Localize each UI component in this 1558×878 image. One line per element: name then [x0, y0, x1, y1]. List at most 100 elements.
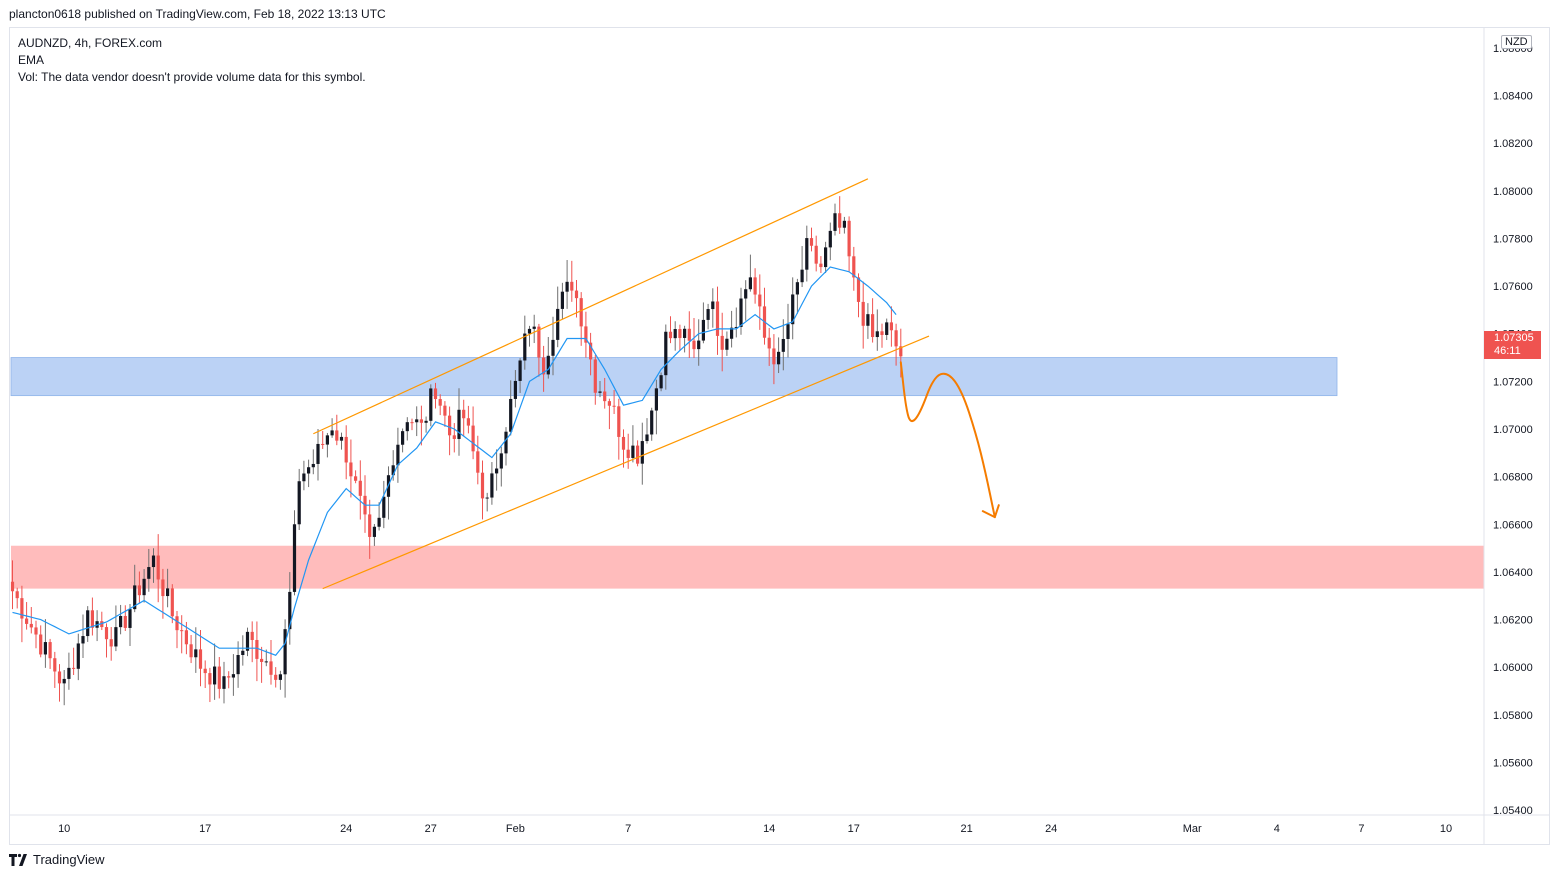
candle-body [180, 630, 184, 632]
candle-body [462, 409, 466, 419]
volume-note: Vol: The data vendor doesn't provide vol… [18, 70, 366, 84]
candle-body [90, 610, 94, 628]
candle-body [274, 674, 278, 680]
candle-body [222, 676, 226, 689]
candle-body [560, 291, 564, 309]
channel-lower-line [322, 335, 930, 590]
candle-body [170, 588, 174, 617]
candle-body [448, 415, 452, 436]
time-tick-label: Mar [1183, 823, 1202, 835]
candle-body [598, 391, 602, 393]
candle-body [485, 497, 489, 499]
candle-body [631, 445, 635, 458]
candle-body [579, 298, 583, 327]
candle-body [495, 468, 499, 474]
candle-body [584, 326, 588, 343]
candle-body [86, 610, 90, 637]
candle-body [241, 650, 245, 656]
candle-body [161, 579, 165, 597]
ema-label[interactable]: EMA [18, 53, 45, 67]
candle-body [10, 581, 15, 592]
footer-brand[interactable]: TradingView [9, 852, 105, 867]
time-tick-label: 17 [199, 823, 211, 835]
candle-body [401, 431, 405, 445]
candle-body [513, 380, 517, 399]
candle-body [151, 555, 156, 568]
symbol-label[interactable]: AUDNZD, 4h, FOREX.com [18, 36, 163, 50]
candle-body [518, 360, 522, 381]
time-tick-label: Feb [506, 823, 525, 835]
last-price-value: 1.07305 [1494, 332, 1534, 344]
candle-body [781, 338, 785, 352]
candle-body [311, 463, 315, 468]
price-tick-label: 1.05400 [1493, 805, 1533, 817]
candle-body [621, 436, 626, 450]
candle-body [429, 388, 433, 421]
candle-body [490, 473, 494, 498]
candle-body [880, 331, 884, 335]
candle-body [899, 346, 903, 357]
time-tick-label: 21 [960, 823, 972, 835]
candle-body [396, 444, 400, 466]
candle-body [368, 514, 372, 537]
time-tick-label: 14 [763, 823, 775, 835]
candle-body [358, 480, 362, 496]
price-tick-label: 1.08400 [1493, 90, 1533, 102]
candle-body [349, 462, 353, 477]
candle-body [809, 238, 814, 246]
candle-body [48, 642, 52, 659]
chart-frame [9, 27, 1550, 845]
candle-body [715, 301, 720, 336]
chart-legend: AUDNZD, 4h, FOREX.com EMA Vol: The data … [18, 35, 366, 86]
candle-body [457, 409, 461, 439]
candle-body [833, 213, 837, 231]
last-price-badge: 1.07305 46:11 [1484, 331, 1541, 359]
candle-body [321, 443, 325, 445]
candle-body [772, 348, 776, 365]
time-tick-label: 7 [1358, 823, 1364, 835]
candle-body [777, 351, 781, 365]
candle-body [236, 655, 240, 675]
candle-body [208, 673, 212, 685]
support-zone [11, 545, 1484, 589]
price-tick-label: 1.06400 [1493, 567, 1533, 579]
candle-body [692, 340, 696, 350]
candle-body [753, 277, 757, 295]
candle-body [269, 661, 273, 675]
candle-body [377, 517, 381, 527]
candle-body [805, 238, 809, 270]
candle-body [617, 406, 621, 437]
price-tick-label: 1.06800 [1493, 472, 1533, 484]
candle-body [25, 618, 29, 624]
candle-body [189, 644, 193, 658]
candle-body [852, 256, 856, 278]
candle-body [607, 401, 611, 406]
candle-body [795, 282, 799, 295]
time-tick-label: 27 [425, 823, 437, 835]
candle-body [668, 331, 673, 339]
candle-body [292, 524, 297, 592]
candle-body [62, 678, 66, 684]
candle-body [255, 640, 259, 659]
candle-body [800, 269, 804, 283]
currency-button[interactable]: NZD [1501, 35, 1532, 49]
time-tick-label: 10 [1440, 823, 1452, 835]
candle-body [819, 263, 823, 268]
candle-body [264, 661, 268, 663]
candle-body [57, 671, 62, 684]
candle-body [81, 636, 85, 644]
candle-body [509, 398, 513, 432]
candle-body [344, 436, 348, 463]
brand-name: TradingView [33, 852, 105, 867]
time-tick-label: 17 [848, 823, 860, 835]
candle-body [636, 445, 640, 464]
candle-body [278, 674, 282, 680]
candle-body [626, 449, 630, 458]
candle-body [198, 649, 203, 669]
price-tick-label: 1.07000 [1493, 424, 1533, 436]
candle-body [532, 326, 536, 329]
candle-body [875, 331, 879, 338]
candle-body [687, 328, 691, 341]
candle-body [701, 319, 705, 341]
